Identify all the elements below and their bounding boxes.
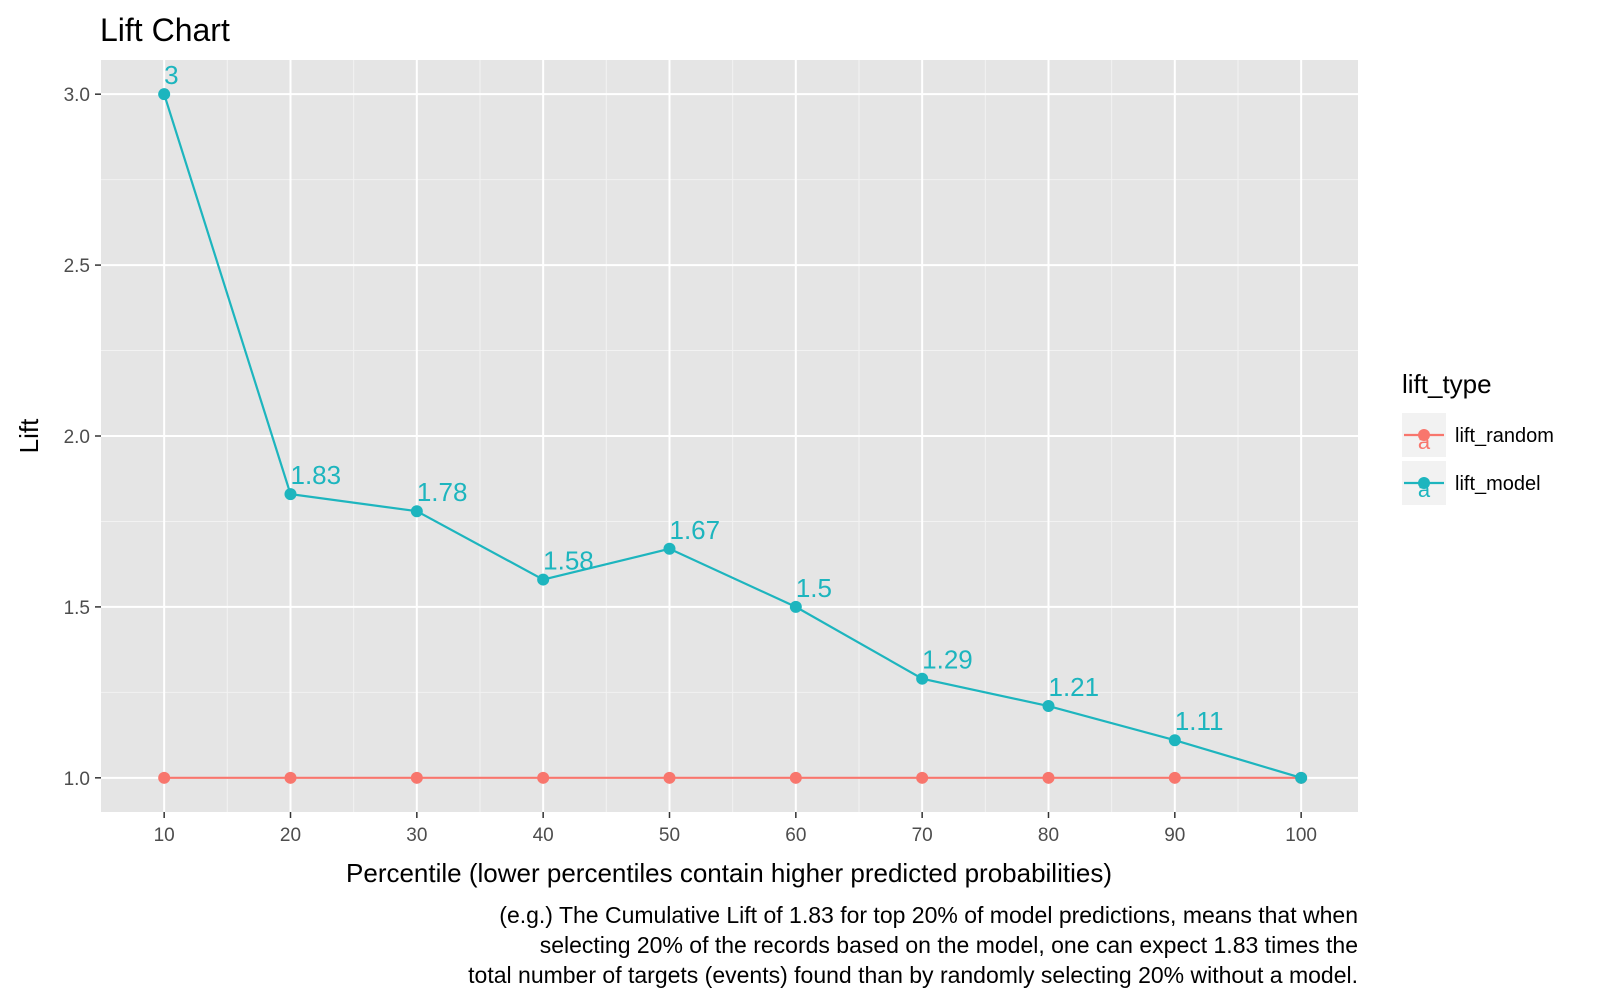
- data-label-lift_model: 1.11: [1175, 706, 1224, 736]
- data-label-lift_model: 1.78: [417, 477, 468, 507]
- x-tick-label: 60: [785, 825, 806, 846]
- data-labels: 3 1.83 1.78 1.58 1.67 1.5 1.29 1.21 1.11: [164, 60, 1223, 736]
- x-axis-title: Percentile (lower percentiles contain hi…: [346, 858, 1112, 888]
- x-tick-label: 50: [659, 825, 680, 846]
- data-point-lift_model: [916, 672, 929, 685]
- x-tick-label: 40: [533, 825, 554, 846]
- data-point-lift_model: [284, 488, 297, 501]
- data-point-lift_model: [1042, 700, 1055, 713]
- data-point-lift_model: [663, 542, 676, 555]
- grid-lines: [101, 60, 1358, 812]
- x-tick-label: 30: [406, 825, 427, 846]
- data-point-lift_random: [158, 771, 171, 784]
- data-label-lift_model: 1.5: [796, 573, 832, 603]
- data-point-lift_random: [663, 771, 676, 784]
- data-series: [158, 88, 1308, 784]
- data-point-lift_model: [1168, 734, 1181, 747]
- data-point-lift_model: [1295, 771, 1308, 784]
- data-label-lift_model: 1.67: [669, 515, 720, 545]
- data-label-lift_model: 1.21: [1048, 672, 1099, 702]
- caption-line: selecting 20% of the records based on th…: [540, 932, 1358, 958]
- series-line-lift_model: [163, 93, 1302, 779]
- data-point-lift_model: [789, 600, 802, 613]
- legend-label-lift_model: lift_model: [1455, 473, 1541, 495]
- chart-title: Lift Chart: [100, 12, 230, 48]
- data-point-lift_random: [537, 771, 550, 784]
- axes: 1.0 1.5 2.0 2.5 3.0 10 20 30 40 50 60 70 80 90 100: [64, 85, 1317, 846]
- data-point-lift_random: [789, 771, 802, 784]
- y-tick-label: 2.5: [64, 256, 90, 277]
- data-point-lift_model: [158, 88, 171, 101]
- data-point-lift_model: [410, 505, 423, 518]
- x-tick-label: 20: [280, 825, 301, 846]
- x-tick-label: 100: [1285, 825, 1317, 846]
- x-tick-label: 10: [154, 825, 175, 846]
- caption-line: total number of targets (events) found t…: [468, 962, 1358, 988]
- x-tick-label: 80: [1038, 825, 1059, 846]
- data-point-lift_random: [1042, 771, 1055, 784]
- data-label-lift_model: 1.83: [290, 460, 341, 490]
- x-tick-label: 90: [1164, 825, 1185, 846]
- x-tick-label: 70: [912, 825, 933, 846]
- y-tick-label: 3.0: [64, 85, 90, 106]
- data-point-lift_random: [284, 771, 297, 784]
- y-tick-label: 1.5: [64, 598, 90, 619]
- legend-key-point: [1418, 429, 1430, 441]
- legend-label-lift_random: lift_random: [1455, 425, 1554, 447]
- y-axis-title: Lift: [14, 418, 44, 453]
- y-tick-label: 2.0: [64, 427, 90, 448]
- data-point-lift_model: [537, 573, 550, 586]
- y-tick-label: 1.0: [64, 769, 90, 790]
- caption-line: (e.g.) The Cumulative Lift of 1.83 for t…: [499, 902, 1358, 928]
- data-label-lift_model: 1.58: [543, 546, 594, 576]
- caption: (e.g.) The Cumulative Lift of 1.83 for t…: [468, 902, 1358, 988]
- data-point-lift_random: [916, 771, 929, 784]
- legend-title: lift_type: [1402, 369, 1492, 399]
- legend-key-glyph: a: [1418, 477, 1431, 502]
- data-point-lift_random: [1168, 771, 1181, 784]
- legend-key-glyph: a: [1418, 429, 1431, 454]
- data-label-lift_model: 3: [164, 60, 178, 90]
- legend-key-point: [1418, 477, 1430, 489]
- data-point-lift_random: [410, 771, 423, 784]
- data-label-lift_model: 1.29: [922, 645, 973, 675]
